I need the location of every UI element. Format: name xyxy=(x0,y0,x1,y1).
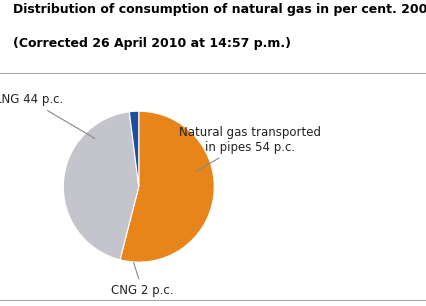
Text: Natural gas transported
in pipes 54 p.c.: Natural gas transported in pipes 54 p.c. xyxy=(179,126,321,172)
Wedge shape xyxy=(120,111,214,262)
Text: (Corrected 26 April 2010 at 14:57 p.m.): (Corrected 26 April 2010 at 14:57 p.m.) xyxy=(13,37,290,50)
Text: Distribution of consumption of natural gas in per cent. 2009.: Distribution of consumption of natural g… xyxy=(13,3,426,16)
Wedge shape xyxy=(63,112,138,260)
Text: CNG 2 p.c.: CNG 2 p.c. xyxy=(111,263,173,297)
Wedge shape xyxy=(129,111,138,187)
Text: LNG 44 p.c.: LNG 44 p.c. xyxy=(0,93,95,138)
